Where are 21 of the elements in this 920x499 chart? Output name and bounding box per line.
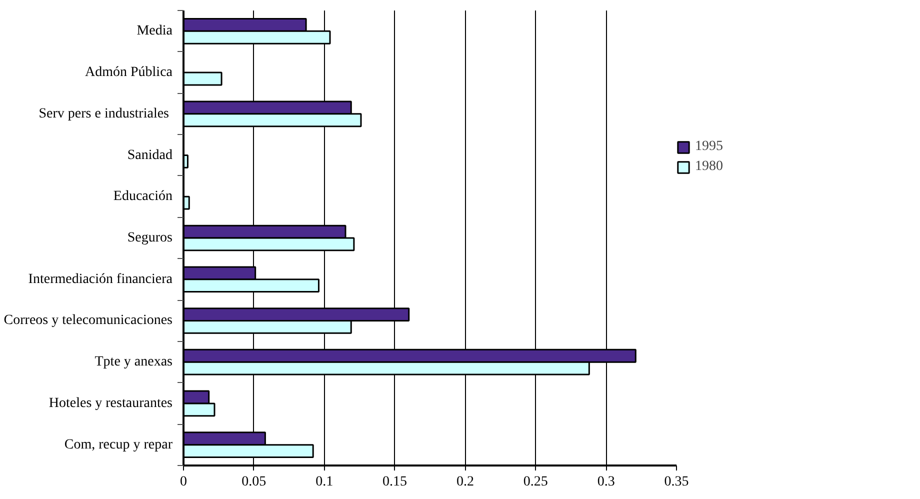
y-tick-label: Seguros: [127, 230, 173, 246]
legend-label: 1980: [695, 159, 723, 175]
y-tick-label: Correos y telecomunicaciones: [4, 313, 172, 328]
y-tick-label: Serv pers e industriales: [38, 106, 170, 122]
x-tick-label: 0: [180, 474, 187, 490]
x-tick-label: 0.05: [242, 474, 266, 490]
y-tick-label: Com, recup y repar: [64, 437, 173, 452]
legend-label: 1995: [695, 139, 723, 155]
y-tick-label: Media: [136, 24, 174, 39]
y-tick-label: Educación: [113, 189, 173, 204]
y-tick-label: Sanidad: [127, 148, 173, 163]
x-tick-label: 0.15: [382, 474, 408, 490]
x-tick-label: 0.1: [316, 474, 334, 490]
y-tick-label: Hoteles y restaurantes: [48, 396, 173, 411]
x-tick-label: 0.3: [597, 474, 615, 490]
x-tick-label: 0.2: [456, 474, 474, 490]
y-tick-label: Tpte y anexas: [94, 354, 173, 370]
y-tick-label: Intermediación financiera: [28, 272, 174, 287]
x-tick-label: 0.25: [523, 474, 548, 490]
x-tick-label: 0.35: [664, 474, 689, 490]
y-tick-label: Admón Pública: [85, 65, 174, 80]
